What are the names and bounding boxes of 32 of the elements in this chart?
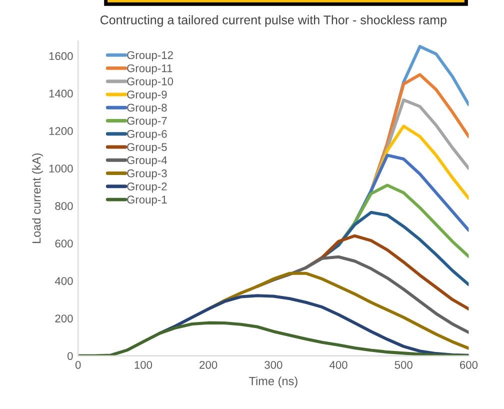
y-tick-label: 200	[55, 314, 73, 322]
legend-label: Group-6	[127, 130, 167, 140]
legend-label: Group-8	[127, 104, 167, 114]
x-tick-label: 600	[460, 360, 478, 369]
legend-label: Group-3	[127, 169, 167, 180]
y-tick-label: 1200	[49, 127, 73, 136]
y-axis-title: Load current (kA)	[32, 153, 43, 243]
x-tick-label: 500	[394, 360, 412, 369]
legend-label: Group-7	[127, 116, 167, 127]
x-axis-title: Time (ns)	[248, 376, 298, 388]
legend-label: Group-10	[127, 77, 174, 88]
chart-title: Contructing a tailored current pulse with Thor - shockless ramp	[100, 15, 446, 27]
legend-label: Group-11	[127, 64, 172, 74]
x-tick-label: 300	[264, 360, 282, 369]
legend-label: Group-2	[127, 182, 167, 193]
y-tick-label: 600	[55, 240, 73, 248]
y-tick-label: 1600	[49, 52, 73, 60]
legend-label: Group-1	[127, 196, 167, 206]
y-tick-label: 400	[54, 277, 73, 285]
y-tick-label: 1400	[49, 90, 73, 98]
x-tick-label: 0	[75, 360, 81, 369]
y-tick-label: 800	[55, 202, 73, 210]
legend-label: Group-9	[127, 90, 167, 101]
x-tick-label: 400	[330, 360, 348, 369]
y-tick-label: 0	[68, 352, 73, 360]
x-tick-label: 200	[200, 360, 218, 369]
y-tick-label: 1000	[49, 164, 73, 173]
x-tick-label: 100	[134, 360, 152, 369]
legend-label: Group-5	[127, 143, 167, 154]
legend-label: Group-4	[127, 156, 167, 166]
legend-label: Group-12	[127, 51, 173, 62]
line-series	[206, 272, 469, 350]
